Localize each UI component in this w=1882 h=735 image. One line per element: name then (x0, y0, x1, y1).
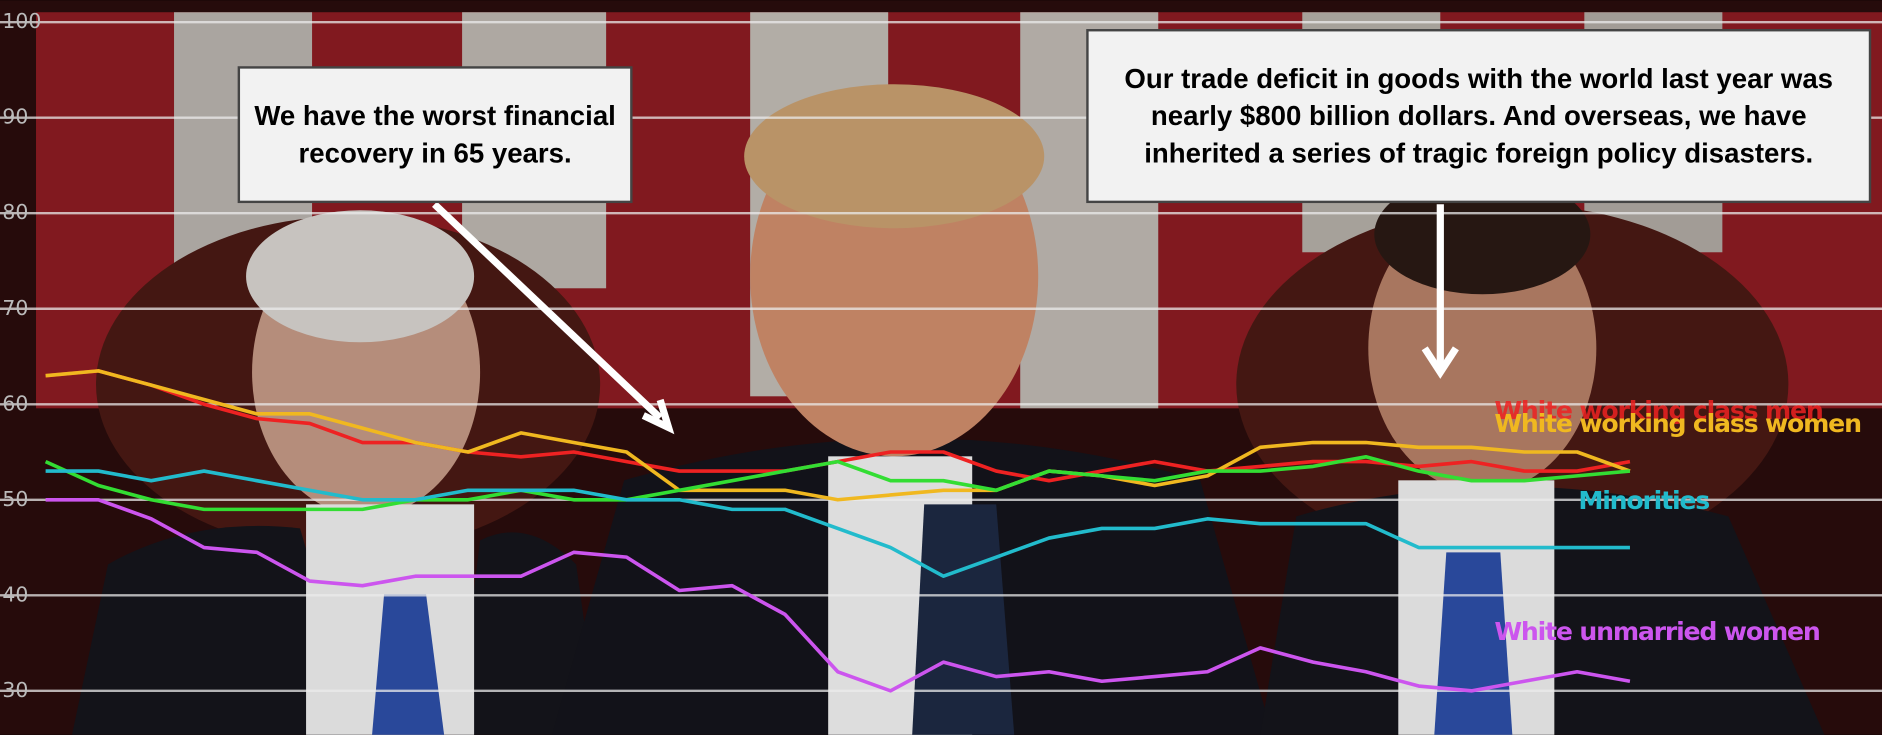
lines (44, 369, 1631, 693)
annotation-box (1086, 29, 1872, 204)
y-tick-label: 80 (2, 200, 28, 224)
y-tick-label: 90 (2, 105, 28, 129)
y-tick-label: 70 (2, 296, 28, 320)
arrow (432, 201, 663, 421)
series-label: White working class men (1494, 396, 1822, 425)
arrow-head (1421, 346, 1459, 379)
annotation-2: Our trade deficit in goods with the worl… (1086, 29, 1872, 379)
arrow-head (641, 398, 675, 435)
series-label: Minorities (1578, 486, 1709, 515)
annotation-wrap: Our trade deficit in goods with the worl… (1124, 62, 1834, 169)
annotation-text: We have the worst financial recovery in … (254, 99, 616, 169)
series-label: White unmarried women (1494, 617, 1819, 646)
annotation-text: Our trade deficit in goods with the worl… (1124, 62, 1834, 169)
annotation-box (237, 66, 633, 204)
series-line (45, 469, 1630, 579)
y-tick-label: 40 (2, 582, 28, 606)
y-tick-label: 50 (2, 487, 28, 511)
y-tick-label: 100 (2, 9, 41, 33)
series-label: White working class women (1494, 409, 1861, 438)
series-line (44, 454, 1631, 512)
y-tick-label: 60 (2, 391, 28, 415)
y-tick-label: 30 (2, 678, 28, 702)
annotation-1: We have the worst financial recovery in … (237, 66, 675, 435)
annotation-wrap: We have the worst financial recovery in … (254, 99, 616, 169)
series-line (45, 369, 1631, 502)
series-line (45, 497, 1631, 693)
